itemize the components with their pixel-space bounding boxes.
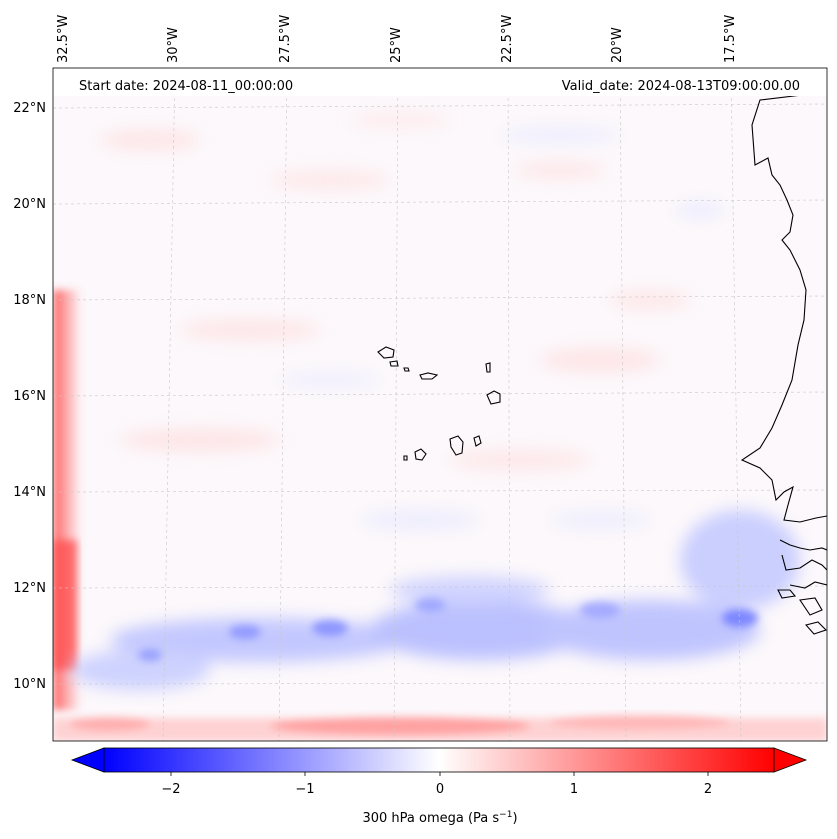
latitude-labels: 22°N 20°N 18°N 16°N 14°N 12°N 10°N <box>13 101 46 692</box>
lat-label: 16°N <box>13 389 46 404</box>
lat-label: 10°N <box>13 677 46 692</box>
colorbar-tick-label: 0 <box>436 782 444 797</box>
valid-date-label: Valid_date: 2024-08-13T09:00:00.00 <box>562 79 800 94</box>
omega-field <box>53 68 827 741</box>
colorbar-min-extend <box>70 747 105 773</box>
colorbar-tick-label: 1 <box>570 782 578 797</box>
lat-label: 12°N <box>13 581 46 596</box>
cape-verde-islands <box>377 346 501 461</box>
lon-label: 32.5°W <box>56 15 71 63</box>
lon-label: 22.5°W <box>500 15 515 63</box>
lon-label: 17.5°W <box>723 15 738 63</box>
colorbar-gradient <box>103 747 775 773</box>
lat-label: 18°N <box>13 293 46 308</box>
lon-label: 27.5°W <box>278 15 293 63</box>
lon-label: 20°W <box>610 27 625 63</box>
colorbar-max-extend <box>773 747 808 773</box>
colorbar-tick-label: −1 <box>295 782 314 797</box>
lon-label: 30°W <box>166 27 181 63</box>
colorbar-tick-label: 2 <box>704 782 712 797</box>
lat-label: 22°N <box>13 101 46 116</box>
coastline <box>740 91 827 635</box>
longitude-labels: 32.5°W 30°W 27.5°W 25°W 22.5°W 20°W 17.5… <box>56 15 738 63</box>
graticule <box>53 68 827 741</box>
lon-label: 25°W <box>389 27 404 63</box>
lat-label: 14°N <box>13 485 46 500</box>
colorbar-tick-label: −2 <box>161 782 180 797</box>
lat-label: 20°N <box>13 197 46 212</box>
colorbar-label: 300 hPa omega (Pa s−1) <box>362 810 517 826</box>
start-date-label: Start date: 2024-08-11_00:00:00 <box>79 79 293 94</box>
colorbar: −2 −1 0 1 2 300 hPa omega (Pa s−1) <box>70 747 808 826</box>
